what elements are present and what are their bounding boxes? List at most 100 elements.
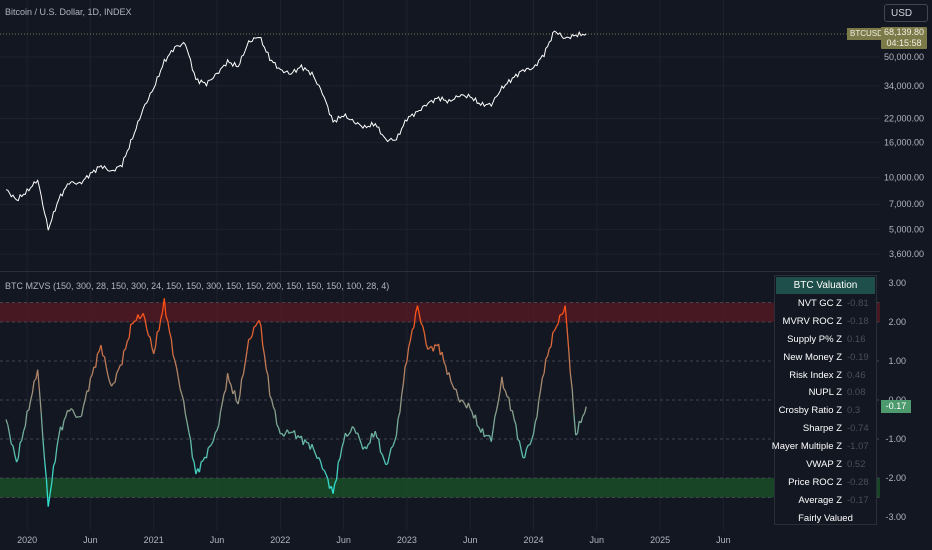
indicator-segment [546, 348, 550, 357]
indicator-segment [26, 409, 30, 412]
indicator-segment [21, 430, 25, 441]
undervalued-band [0, 478, 880, 498]
indicator-segment [515, 424, 519, 440]
indicator-segment [495, 401, 499, 411]
valuation-row: MVRV ROC Z -0.18 [775, 313, 876, 331]
indicator-axis-label: 1.00 [888, 356, 906, 366]
indicator-segment [12, 445, 16, 456]
valuation-row: New Money Z -0.19 [775, 349, 876, 367]
indicator-segment [529, 439, 533, 446]
indicator-segment [52, 461, 56, 467]
indicator-segment [205, 447, 209, 459]
indicator-segment [568, 349, 572, 374]
indicator-segment [211, 440, 215, 445]
indicator-segment [223, 389, 227, 395]
indicator-segment [358, 438, 362, 444]
indicator-segment [348, 431, 352, 435]
time-axis-label: Jun [716, 535, 731, 545]
indicator-segment [89, 374, 93, 379]
indicator-segment [242, 363, 246, 375]
valuation-rows: NVT GC Z -0.81 MVRV ROC Z -0.18 Supply P% Z 0… [772, 295, 876, 510]
indicator-segment [135, 314, 139, 321]
indicator-segment [365, 444, 369, 450]
indicator-segment [56, 435, 60, 447]
currency-button[interactable]: USD [884, 4, 928, 22]
indicator-segment [112, 381, 116, 384]
indicator-segment [409, 329, 413, 341]
indicator-segment [42, 438, 46, 462]
indicator-segment [402, 366, 406, 384]
indicator-segment [142, 313, 146, 320]
valuation-label: Crosby Ratio Z [778, 405, 842, 417]
indicator-segment [381, 454, 385, 460]
valuation-label: Risk Index Z [789, 369, 842, 381]
price-axis-label: 3,600.00 [889, 249, 924, 259]
indicator-segment [277, 427, 281, 434]
valuation-value: -1.07 [847, 441, 869, 453]
indicator-segment [28, 400, 32, 411]
indicator-segment [541, 373, 545, 379]
indicator-segment [193, 462, 197, 475]
indicator-segment [323, 470, 327, 475]
indicator-segment [24, 410, 28, 427]
indicator-segment [334, 479, 338, 484]
indicator-segment [369, 432, 373, 444]
time-axis-label: 2024 [523, 535, 543, 545]
indicator-segment [425, 344, 429, 350]
indicator-segment [191, 457, 195, 463]
indicator-segment [8, 433, 12, 445]
pane-divider [0, 271, 880, 272]
indicator-segment [503, 388, 506, 392]
indicator-segment [517, 438, 520, 442]
indicator-segment [230, 384, 234, 395]
indicator-segment [406, 346, 410, 362]
indicator-segment [124, 341, 128, 350]
indicator-segment [84, 390, 88, 400]
indicator-segment [103, 356, 107, 367]
indicator-segment [202, 456, 206, 462]
indicator-segment [149, 336, 153, 348]
indicator-segment [219, 402, 223, 412]
indicator-segment [144, 318, 148, 329]
indicator-segment [434, 343, 438, 347]
indicator-segment [5, 419, 9, 425]
valuation-label: NUPL Z [808, 387, 842, 399]
indicator-segment [374, 430, 378, 439]
indicator-segment [506, 396, 510, 399]
valuation-value: 0.46 [847, 369, 866, 381]
indicator-axis-label: -3.00 [885, 512, 906, 522]
indicator-segment [342, 432, 347, 442]
indicator-segment [311, 443, 315, 450]
indicator-segment [420, 322, 424, 327]
indicator-segment [545, 355, 549, 360]
last-price-tag: 68,139.80 04:15:58 [881, 27, 927, 49]
indicator-segment [388, 447, 392, 457]
time-axis-label: 2023 [397, 535, 417, 545]
indicator-segment [153, 346, 157, 355]
indicator-segment [543, 359, 547, 374]
indicator-segment [186, 422, 190, 433]
valuation-label: VWAP Z [806, 459, 842, 471]
grid-lines [0, 0, 880, 530]
valuation-value: 0.16 [847, 333, 866, 345]
valuation-row: Supply P% Z 0.16 [775, 331, 876, 349]
indicator-segment [198, 461, 202, 473]
valuation-row: VWAP Z 0.52 [775, 456, 876, 474]
price-axis-label: 22,000.00 [884, 113, 924, 123]
indicator-segment [54, 446, 58, 462]
indicator-title: BTC MZVS (150, 300, 28, 150, 300, 24, 15… [5, 281, 389, 291]
indicator-segment [571, 388, 575, 415]
indicator-segment [63, 416, 67, 421]
indicator-segment [288, 431, 292, 435]
indicator-segment [19, 440, 23, 443]
indicator-segment [105, 366, 109, 376]
indicator-series-line [5, 298, 587, 507]
indicator-segment [452, 385, 455, 390]
indicator-segment [483, 434, 487, 438]
indicator-segment [538, 390, 542, 401]
indicator-segment [14, 454, 18, 463]
indicator-segment [422, 325, 426, 334]
indicator-segment [160, 312, 164, 320]
indicator-segment [457, 396, 461, 403]
indicator-segment [33, 378, 37, 382]
